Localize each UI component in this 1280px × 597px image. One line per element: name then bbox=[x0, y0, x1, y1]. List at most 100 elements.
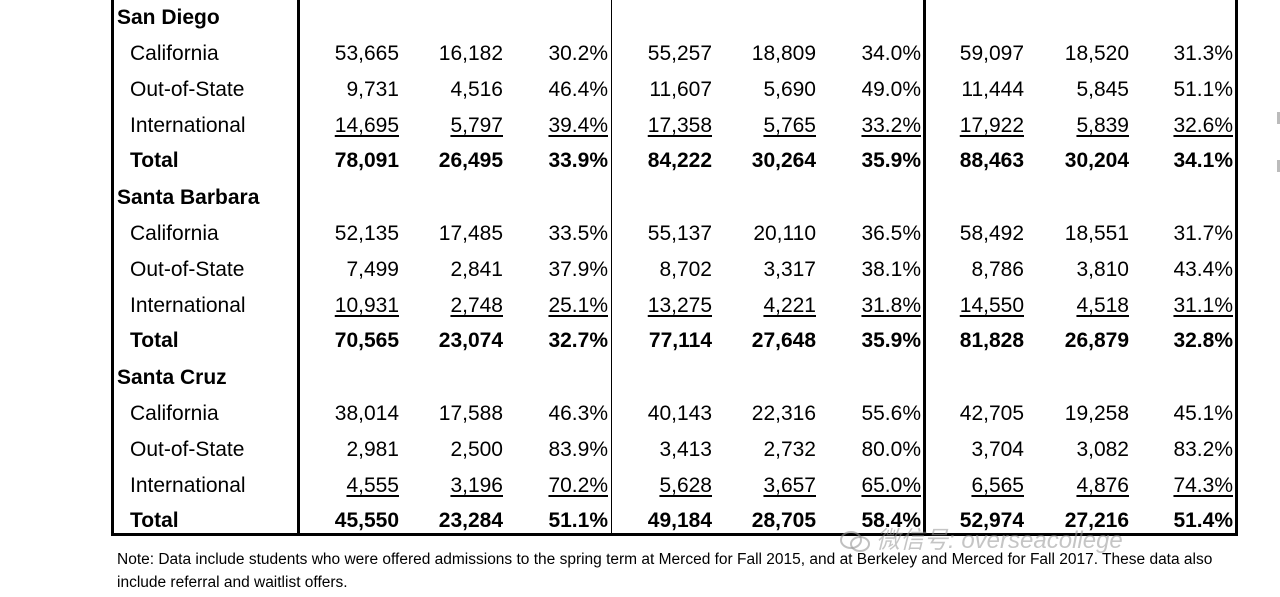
campus-name: San Diego bbox=[117, 6, 220, 29]
table-cell: 2,748 bbox=[450, 294, 503, 317]
table-cell: 84,222 bbox=[647, 149, 712, 172]
table-cell: 88,463 bbox=[959, 149, 1024, 172]
table-cell: 83.9% bbox=[548, 438, 608, 461]
table-cell: 77,114 bbox=[648, 329, 712, 352]
table-cell: 26,879 bbox=[1064, 329, 1129, 352]
table-cell: 55,257 bbox=[647, 42, 712, 65]
row-label: Total bbox=[130, 509, 179, 532]
table-cell: 17,588 bbox=[438, 402, 503, 425]
table-cell: 5,797 bbox=[450, 114, 503, 137]
campus-header: San Diego bbox=[114, 0, 1235, 36]
table-cell: 43.4% bbox=[1173, 258, 1233, 281]
table-cell: 8,702 bbox=[659, 258, 712, 281]
table-cell: 32.6% bbox=[1173, 114, 1233, 137]
table-cell: 2,500 bbox=[450, 438, 503, 461]
table-row: California 52,135 17,485 33.5% 55,137 20,110 3… bbox=[114, 216, 1235, 252]
table-cell: 51.1% bbox=[1173, 78, 1233, 101]
table-row: Out-of-State 2,981 2,500 83.9% 3,413 2,732 80.… bbox=[114, 432, 1235, 468]
table-row: Total 70,565 23,074 32.7% 77,114 27,648 35.9% 8… bbox=[114, 323, 1235, 359]
campus-name: Santa Cruz bbox=[117, 366, 227, 389]
table-cell: 2,981 bbox=[346, 438, 399, 461]
table-cell: 39.4% bbox=[548, 114, 608, 137]
table-cell: 32.8% bbox=[1173, 329, 1233, 352]
table-cell: 42,705 bbox=[959, 402, 1024, 425]
table-cell: 5,765 bbox=[763, 114, 816, 137]
watermark-text: 微信号: overseacollege bbox=[876, 527, 1123, 554]
table-cell: 11,607 bbox=[649, 78, 712, 101]
row-label: California bbox=[130, 222, 219, 245]
table-cell: 45,550 bbox=[334, 509, 399, 532]
table-cell: 3,704 bbox=[971, 438, 1024, 461]
table-cell: 83.2% bbox=[1173, 438, 1233, 461]
column-divider bbox=[297, 0, 300, 536]
row-label: California bbox=[130, 402, 219, 425]
table-cell: 22,316 bbox=[751, 402, 816, 425]
table-cell: 31.3% bbox=[1173, 42, 1233, 65]
table-row: Total 78,091 26,495 33.9% 84,222 30,264 35.9% 8… bbox=[114, 143, 1235, 179]
table-cell: 3,196 bbox=[450, 474, 503, 497]
table-cell: 70,565 bbox=[334, 329, 399, 352]
table-cell: 45.1% bbox=[1173, 402, 1233, 425]
table-row: Out-of-State 7,499 2,841 37.9% 8,702 3,317 38.… bbox=[114, 252, 1235, 288]
table-note: Note: Data include students who were off… bbox=[117, 551, 1213, 591]
table-cell: 30,264 bbox=[751, 149, 816, 172]
table-row: International 10,931 2,748 25.1% 13,275 4,221… bbox=[114, 288, 1235, 324]
table-cell: 74.3% bbox=[1173, 474, 1233, 497]
table-cell: 4,221 bbox=[763, 294, 816, 317]
row-label: Total bbox=[130, 329, 179, 352]
table-cell: 18,551 bbox=[1064, 222, 1129, 245]
row-label: International bbox=[130, 114, 246, 137]
row-label: International bbox=[130, 294, 246, 317]
table-cell: 30.2% bbox=[548, 42, 608, 65]
table-cell: 32.7% bbox=[548, 329, 608, 352]
table-cell: 38.1% bbox=[861, 258, 921, 281]
table-cell: 3,082 bbox=[1076, 438, 1129, 461]
table-cell: 6,565 bbox=[971, 474, 1024, 497]
table-cell: 81,828 bbox=[959, 329, 1024, 352]
table-cell: 65.0% bbox=[861, 474, 921, 497]
table-cell: 4,555 bbox=[346, 474, 399, 497]
admissions-table bbox=[111, 0, 1238, 536]
table-cell: 11,444 bbox=[961, 78, 1024, 101]
table-cell: 14,550 bbox=[959, 294, 1024, 317]
campus-name: Santa Barbara bbox=[117, 186, 260, 209]
table-cell: 8,786 bbox=[971, 258, 1024, 281]
table-cell: 4,518 bbox=[1076, 294, 1129, 317]
table-cell: 30,204 bbox=[1064, 149, 1129, 172]
column-divider bbox=[923, 0, 926, 536]
table-cell: 17,485 bbox=[438, 222, 503, 245]
table-row: California 38,014 17,588 46.3% 40,143 22,316 5… bbox=[114, 396, 1235, 432]
table-cell: 33.9% bbox=[548, 149, 608, 172]
table-cell: 18,520 bbox=[1064, 42, 1129, 65]
table-cell: 27,648 bbox=[751, 329, 816, 352]
table-cell: 13,275 bbox=[647, 294, 712, 317]
table-cell: 34.0% bbox=[861, 42, 921, 65]
page-edge-mark bbox=[1277, 160, 1280, 172]
table-cell: 33.2% bbox=[861, 114, 921, 137]
row-label: Out-of-State bbox=[130, 78, 245, 101]
watermark: 微信号: overseacollege bbox=[840, 520, 1123, 555]
table-cell: 38,014 bbox=[334, 402, 399, 425]
table-cell: 17,922 bbox=[959, 114, 1024, 137]
table-cell: 37.9% bbox=[548, 258, 608, 281]
table-cell: 80.0% bbox=[861, 438, 921, 461]
table-cell: 55.6% bbox=[861, 402, 921, 425]
page-edge-mark bbox=[1277, 112, 1280, 124]
table-cell: 36.5% bbox=[861, 222, 921, 245]
table-cell: 16,182 bbox=[438, 42, 503, 65]
table-cell: 52,974 bbox=[959, 509, 1024, 532]
table-cell: 2,732 bbox=[763, 438, 816, 461]
column-divider bbox=[611, 0, 612, 536]
campus-header: Santa Barbara bbox=[114, 180, 1235, 216]
table-cell: 46.4% bbox=[548, 78, 608, 101]
table-cell: 31.7% bbox=[1173, 222, 1233, 245]
table-cell: 35.9% bbox=[861, 149, 921, 172]
table-cell: 53,665 bbox=[334, 42, 399, 65]
table-cell: 17,358 bbox=[647, 114, 712, 137]
table-cell: 51.4% bbox=[1173, 509, 1233, 532]
table-cell: 49.0% bbox=[861, 78, 921, 101]
row-label: California bbox=[130, 42, 219, 65]
table-cell: 26,495 bbox=[438, 149, 503, 172]
table-cell: 19,258 bbox=[1064, 402, 1129, 425]
row-label: International bbox=[130, 474, 246, 497]
